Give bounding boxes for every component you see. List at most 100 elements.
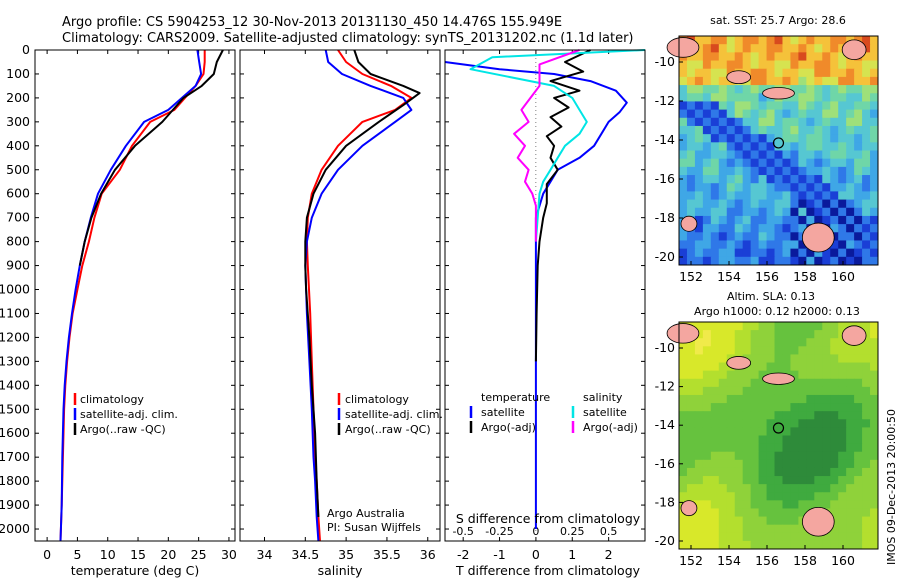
- sst-map-cell: [854, 207, 863, 217]
- sla-map-cell: [798, 330, 807, 339]
- sst-map-cell: [814, 52, 823, 62]
- sla-map-cell: [718, 346, 728, 355]
- sst-map-cell: [686, 52, 696, 62]
- sla-map-cell: [870, 330, 879, 339]
- depth-tick-label: 1900: [0, 497, 30, 512]
- sla-map-cell: [694, 354, 704, 364]
- sst-map-cell: [774, 142, 783, 151]
- sst-map-cell: [782, 158, 791, 168]
- sst-map-cell: [710, 166, 720, 176]
- sst-map-cell: [870, 199, 879, 209]
- sst-map-cell: [798, 76, 807, 86]
- sst-map-cell: [766, 109, 776, 119]
- sst-map-cell: [686, 150, 696, 160]
- sla-map-cell: [742, 516, 752, 526]
- sla-map-cell: [830, 338, 839, 347]
- sst-map-cell: [782, 215, 791, 225]
- sla-map-cell: [718, 338, 728, 347]
- sst-map-cell: [766, 232, 776, 241]
- sst-map-cell: [766, 125, 776, 135]
- sst-map-cell: [854, 76, 863, 86]
- sla-map-cell: [710, 451, 720, 461]
- sst-map-cell: [742, 125, 752, 135]
- temperature-x-tick-label: 30: [221, 547, 237, 562]
- sst-map-cell: [870, 158, 879, 168]
- sst-map-cell: [750, 150, 760, 160]
- sla-map-cell: [798, 338, 807, 347]
- sla-map-cell: [814, 492, 823, 501]
- sla-map-cell: [702, 508, 712, 518]
- sst-map-cell: [694, 93, 704, 102]
- sla-map-cell: [798, 540, 807, 550]
- sst-map-cell: [766, 142, 776, 151]
- sst-map-cell: [686, 109, 696, 119]
- sla-map-cell: [766, 419, 776, 428]
- sla-map-cell: [846, 443, 855, 453]
- sst-map-cell: [806, 158, 815, 168]
- sst-map-cell: [822, 256, 831, 266]
- sst-map-cell: [846, 85, 855, 94]
- sst-map-cell: [806, 150, 815, 160]
- sst-map-cell: [694, 85, 704, 94]
- sla-map-cell: [750, 370, 760, 380]
- sst-map-lat-tick-label: -20: [655, 249, 675, 264]
- sla-map-cell: [854, 500, 863, 509]
- sla-map-cell: [734, 500, 744, 509]
- sla-map-cell: [750, 427, 760, 436]
- difference-x-tick-label: 2: [605, 547, 613, 562]
- sla-map-cell: [686, 484, 696, 493]
- sst-map-cell: [734, 44, 744, 53]
- sla-map-cell: [854, 394, 863, 404]
- sla-map-cell: [822, 451, 831, 461]
- sla-map-cell: [822, 532, 831, 542]
- sst-map-cell: [798, 175, 807, 184]
- sst-map-cell: [702, 224, 712, 233]
- sla-map-cell: [774, 492, 783, 501]
- sst-map-cell: [814, 183, 823, 192]
- sla-map-cell: [758, 378, 768, 388]
- sla-map-cell: [870, 378, 879, 388]
- sst-map-cell: [774, 175, 783, 184]
- sla-map-cell: [758, 322, 768, 331]
- sst-map-island: [666, 37, 700, 58]
- sst-map-cell: [830, 256, 839, 266]
- sla-map-cell: [870, 540, 879, 550]
- sla-map-cell: [750, 451, 760, 461]
- sst-map-cell: [806, 191, 815, 201]
- sla-map-cell: [854, 435, 863, 445]
- sla-map-cell: [790, 419, 799, 428]
- sst-map-cell: [718, 36, 728, 45]
- sla-map-cell: [742, 338, 752, 347]
- depth-tick-label: 400: [6, 138, 30, 153]
- sla-map-cell: [694, 411, 704, 420]
- difference-x-tick-label: 0: [532, 547, 540, 562]
- sla-map-cell: [830, 354, 839, 364]
- sst-map-cell: [814, 125, 823, 135]
- sla-map-cell: [798, 403, 807, 412]
- difference-legend: temperature salinity satellite Argo(-adj…: [469, 391, 638, 434]
- sst-map-cell: [862, 183, 871, 192]
- sla-map-cell: [702, 386, 712, 396]
- sla-map-cell: [718, 394, 728, 404]
- sla-map-cell: [854, 386, 863, 396]
- depth-tick-label: 1100: [0, 305, 30, 320]
- sla-map-cell: [750, 500, 760, 509]
- sla-map-cell: [766, 411, 776, 420]
- sla-map-cell: [806, 346, 815, 355]
- sst-map-cell: [790, 215, 799, 225]
- sst-map-cell: [734, 142, 744, 151]
- sst-map-cell: [742, 52, 752, 62]
- sla-map-cell: [718, 524, 728, 534]
- sst-map-cell: [742, 93, 752, 102]
- sla-map-cell: [790, 427, 799, 436]
- depth-tick-label: 1400: [0, 377, 30, 392]
- sst-map-lat-tick-label: -18: [655, 210, 675, 225]
- sla-map-cell: [790, 451, 799, 461]
- sla-map-cell: [718, 411, 728, 420]
- sst-map-cell: [870, 109, 879, 119]
- sla-map-cell: [694, 419, 704, 428]
- sla-map-cell: [686, 443, 696, 453]
- sst-map-cell: [750, 248, 760, 258]
- sst-map-cell: [758, 240, 768, 250]
- sst-map-cell: [830, 76, 839, 86]
